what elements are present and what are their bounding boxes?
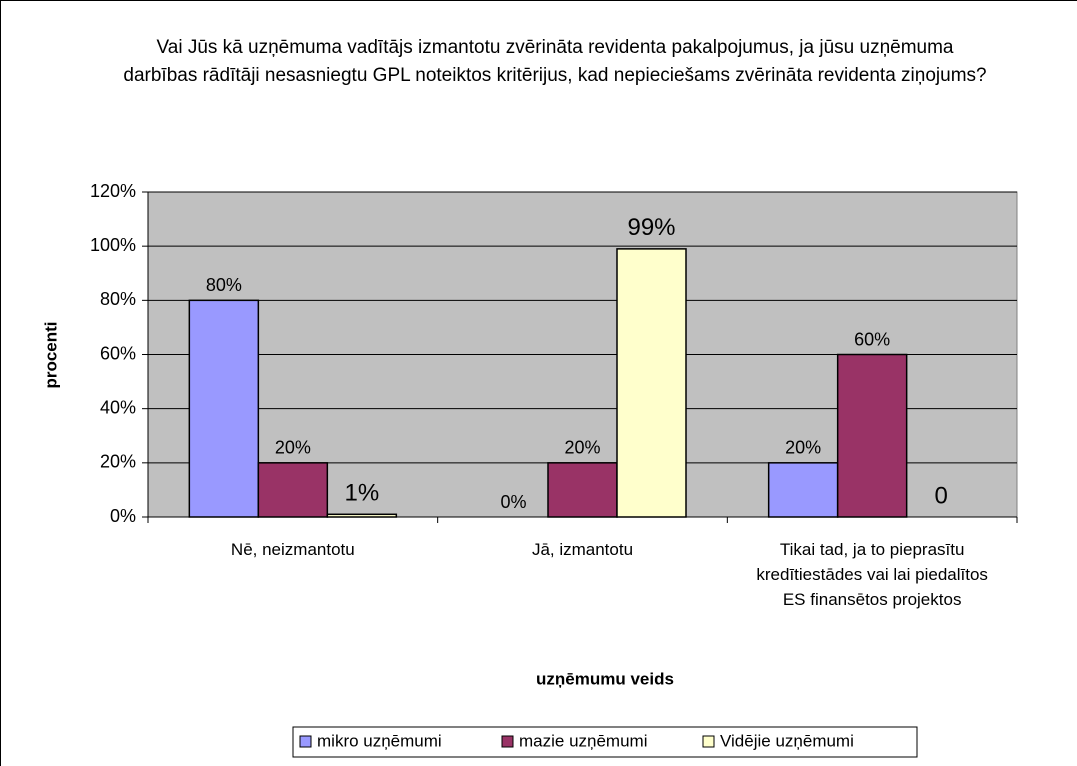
y-tick-label: 120% (90, 181, 136, 201)
bar (547, 462, 618, 518)
y-tick-label: 80% (100, 289, 136, 309)
value-label: 0 (934, 482, 947, 509)
bar (326, 513, 398, 518)
value-label: 60% (854, 329, 890, 349)
legend-swatch (702, 735, 715, 748)
x-axis-label: uzņēmumu veids (536, 669, 674, 688)
legend-swatch (501, 735, 514, 748)
value-label: 99% (627, 214, 675, 241)
bar (257, 462, 329, 518)
y-axis-label: procenti (41, 321, 60, 388)
bar (836, 353, 908, 518)
value-label: 20% (564, 438, 600, 458)
legend-box (292, 726, 918, 758)
legend-label: mazie uzņēmumi (519, 731, 648, 750)
bar (188, 299, 260, 518)
legend-swatch (299, 735, 312, 748)
x-tick-label: Jā, izmantotu (531, 540, 634, 559)
value-label: 80% (206, 275, 242, 295)
bar (616, 248, 687, 518)
bar (767, 462, 839, 518)
x-tick-label: Tikai tad, ja to pieprasītu kredītiestād… (756, 540, 988, 609)
y-tick-label: 0% (110, 506, 136, 526)
value-label: 0% (500, 492, 526, 512)
y-tick-label: 60% (100, 343, 136, 363)
y-tick-label: 100% (90, 235, 136, 255)
value-label: 1% (344, 480, 379, 507)
legend-label: mikro uzņēmumi (317, 731, 442, 750)
y-tick-label: 20% (100, 452, 136, 472)
value-label: 20% (275, 438, 311, 458)
x-tick-label: Nē, neizmantotu (230, 540, 355, 559)
value-label: 20% (785, 438, 821, 458)
legend-label: Vidējie uzņēmumi (720, 731, 854, 750)
chart-title: Vai Jūs kā uzņēmuma vadītājs izmantotu z… (123, 37, 987, 86)
y-tick-label: 40% (100, 397, 136, 417)
